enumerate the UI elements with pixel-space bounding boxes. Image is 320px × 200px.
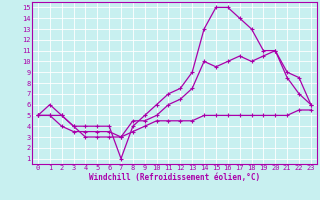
X-axis label: Windchill (Refroidissement éolien,°C): Windchill (Refroidissement éolien,°C) [89, 173, 260, 182]
